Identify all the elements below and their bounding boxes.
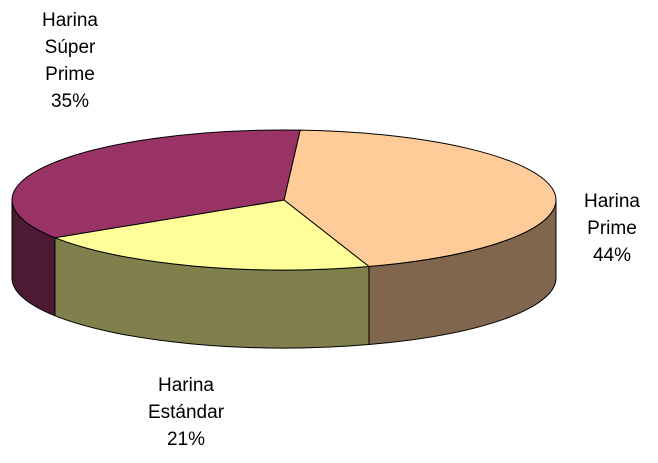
category-label: Harina Súper Prime <box>42 10 98 85</box>
slice-label: Harina Estándar 21% <box>148 372 224 453</box>
category-label: Harina Estándar <box>147 375 225 423</box>
category-label: Harina Prime <box>584 191 640 239</box>
slice-label: Harina Súper Prime 35% <box>42 7 98 115</box>
slice <box>11 129 301 239</box>
value-label: 21% <box>166 429 206 450</box>
slice <box>53 199 371 271</box>
slice <box>283 129 557 268</box>
value-label: 44% <box>592 245 632 266</box>
value-label: 35% <box>50 91 90 112</box>
slice-label: Harina Prime 44% <box>584 188 640 269</box>
